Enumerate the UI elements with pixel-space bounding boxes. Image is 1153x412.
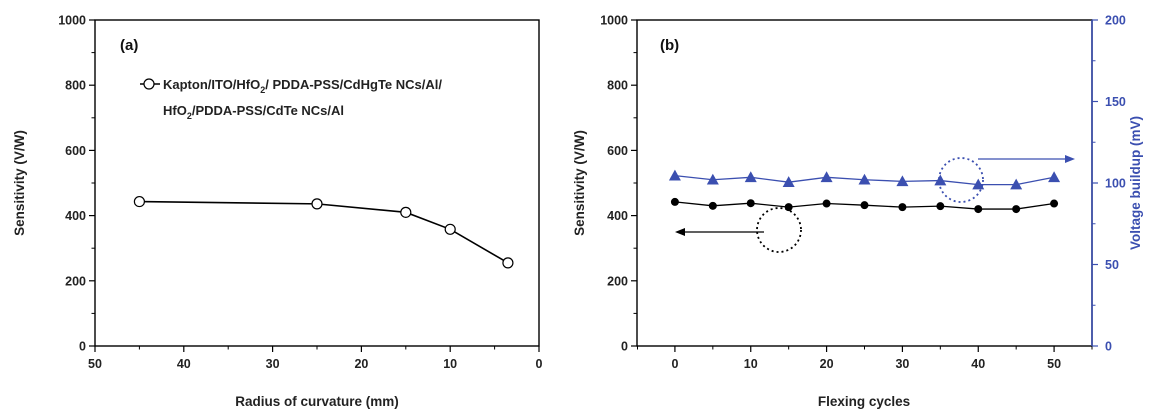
panel-b-x-axis-title: Flexing cycles bbox=[818, 394, 910, 409]
panel-a-x-axis-title: Radius of curvature (mm) bbox=[235, 394, 399, 409]
panel-a-y-tick-label: 600 bbox=[65, 144, 86, 158]
panel-a-x-tick-label: 30 bbox=[266, 357, 280, 371]
panel-b-y-tick-label: 600 bbox=[607, 144, 628, 158]
panel-a-x-tick-label: 40 bbox=[177, 357, 191, 371]
panel-b-y-tick-label: 1000 bbox=[600, 14, 628, 28]
voltage-data-point bbox=[858, 173, 871, 185]
panel-a-x-tick-label: 0 bbox=[536, 357, 543, 371]
right-arrow-head bbox=[1065, 155, 1075, 163]
sensitivity-data-point bbox=[822, 199, 831, 208]
panel-a-x-tick-label: 10 bbox=[443, 357, 457, 371]
panel-b-x-tick-label: 40 bbox=[971, 357, 985, 371]
panel-b-x-tick-label: 0 bbox=[671, 357, 678, 371]
black-series-indicator-circle bbox=[756, 207, 802, 253]
panel-a-x-tick-label: 20 bbox=[354, 357, 368, 371]
legend-entry-line2: HfO2/PDDA-PSS/CdTe NCs/Al bbox=[163, 103, 344, 121]
legend-text-part1: Kapton/ITO/HfO bbox=[163, 77, 260, 92]
sensitivity-data-point bbox=[898, 203, 907, 212]
sensitivity-data-point bbox=[936, 202, 945, 211]
voltage-data-point bbox=[668, 169, 681, 181]
legend-text-part2: / PDDA-PSS/CdHgTe NCs/Al/ bbox=[265, 77, 442, 92]
panel-b-ticks: 0 10 20 30 40 50 0 200 400 600 800 1000 0 50 100 150 200 bbox=[600, 14, 1126, 372]
voltage-data-point bbox=[706, 173, 719, 185]
legend-open-circle-marker bbox=[143, 78, 155, 90]
panel-a-data-point bbox=[502, 257, 514, 269]
panel-b-y2-tick-label: 150 bbox=[1105, 95, 1126, 109]
panel-a-legend: Kapton/ITO/HfO2/ PDDA-PSS/CdHgTe NCs/Al/… bbox=[140, 77, 442, 121]
panel-a-series bbox=[133, 195, 514, 269]
voltage-data-point bbox=[934, 174, 947, 186]
panel-b-y-axis-title: Sensitivity (V/W) bbox=[572, 130, 587, 236]
panel-a-label: (a) bbox=[120, 37, 138, 54]
panel-a-data-point bbox=[311, 198, 323, 210]
panel-b-chart: 0 10 20 30 40 50 0 200 400 600 800 1000 0 50 100 150 200… bbox=[572, 14, 1143, 410]
panel-b-y-tick-label: 0 bbox=[621, 340, 628, 354]
panel-a-y-tick-label: 200 bbox=[65, 274, 86, 288]
panel-b-x-tick-label: 30 bbox=[895, 357, 909, 371]
sensitivity-data-point bbox=[708, 201, 717, 210]
legend-text-part4: /PDDA-PSS/CdTe NCs/Al bbox=[192, 103, 344, 118]
panel-a-y-tick-label: 800 bbox=[65, 79, 86, 93]
panel-b-label: (b) bbox=[660, 37, 679, 54]
legend-text-sub2: 2 bbox=[187, 111, 192, 121]
sensitivity-data-point bbox=[1012, 205, 1021, 214]
panel-b-x-tick-label: 10 bbox=[744, 357, 758, 371]
voltage-data-point bbox=[820, 171, 833, 183]
voltage-data-point bbox=[782, 176, 795, 187]
panel-a-x-tick-label: 50 bbox=[88, 357, 102, 371]
panel-a-data-point bbox=[444, 223, 456, 235]
panel-a-data-point bbox=[400, 206, 412, 218]
panel-b-y-tick-label: 400 bbox=[607, 209, 628, 223]
panel-b-y2-tick-label: 0 bbox=[1105, 340, 1112, 354]
blue-series-indicator-circle bbox=[938, 157, 984, 203]
panel-b-x-tick-label: 20 bbox=[820, 357, 834, 371]
voltage-data-point bbox=[972, 178, 985, 190]
panel-b-y2-tick-label: 100 bbox=[1105, 177, 1126, 191]
panel-a-y-tick-label: 400 bbox=[65, 209, 86, 223]
sensitivity-data-point bbox=[746, 199, 755, 208]
panel-b-y2-tick-label: 50 bbox=[1105, 258, 1119, 272]
voltage-data-point bbox=[896, 175, 909, 187]
panel-b-x-tick-label: 50 bbox=[1047, 357, 1061, 371]
panel-b-y-tick-label: 800 bbox=[607, 79, 628, 93]
voltage-data-point bbox=[1048, 171, 1061, 183]
voltage-data-point bbox=[1010, 178, 1023, 190]
panel-a-y-tick-label: 0 bbox=[79, 340, 86, 354]
panel-a-data-point bbox=[133, 195, 145, 208]
sensitivity-data-point bbox=[1050, 199, 1059, 208]
panel-b-series bbox=[668, 169, 1061, 214]
panel-b-annotations bbox=[675, 155, 1075, 253]
panel-a-y-axis-title: Sensitivity (V/W) bbox=[12, 130, 27, 236]
legend-entry-line1: Kapton/ITO/HfO2/ PDDA-PSS/CdHgTe NCs/Al/ bbox=[163, 77, 442, 95]
panel-b-right-y-axis-title: Voltage buildup (mV) bbox=[1128, 116, 1143, 250]
sensitivity-data-point bbox=[974, 205, 983, 214]
voltage-data-point bbox=[744, 171, 757, 183]
panel-b-y-tick-label: 200 bbox=[607, 274, 628, 288]
panel-a-plot-frame bbox=[94, 19, 540, 347]
panel-a-y-tick-label: 1000 bbox=[58, 14, 86, 28]
legend-text-part3: HfO bbox=[163, 103, 187, 118]
legend-text-sub1: 2 bbox=[260, 85, 265, 95]
left-arrow-head bbox=[675, 228, 685, 236]
sensitivity-data-point bbox=[670, 197, 679, 206]
panel-b-y2-tick-label: 200 bbox=[1105, 14, 1126, 28]
sensitivity-data-point bbox=[860, 201, 869, 210]
